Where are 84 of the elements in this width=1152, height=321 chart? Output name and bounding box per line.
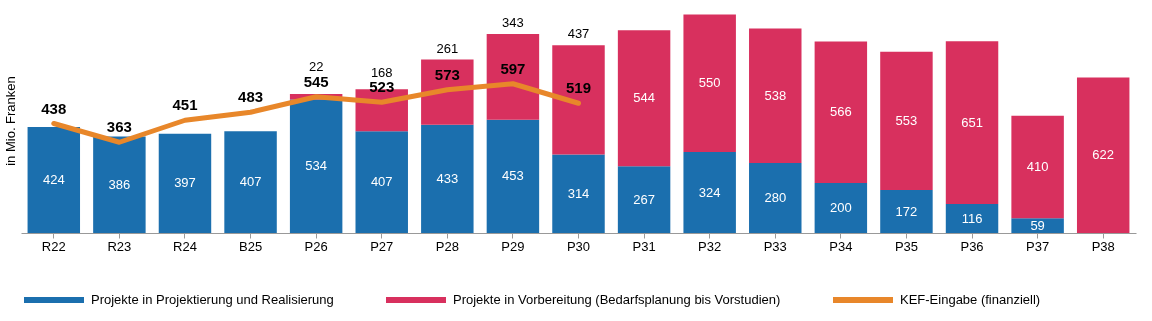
data-label: 397 xyxy=(174,175,196,191)
data-label: 407 xyxy=(370,174,393,190)
data-label: 622 xyxy=(1092,147,1115,163)
data-label: 116 xyxy=(961,210,983,226)
data-label: 573 xyxy=(434,65,460,83)
data-label: 437 xyxy=(567,26,590,42)
data-label: 324 xyxy=(698,184,721,200)
x-tick-label: P33 xyxy=(763,238,787,254)
legend-label: Projekte in Projektierung und Realisierung xyxy=(91,292,334,307)
bar xyxy=(945,41,999,204)
bar xyxy=(814,183,868,233)
bar xyxy=(683,14,736,152)
x-tick-label: P37 xyxy=(1026,238,1050,254)
data-label: 538 xyxy=(764,87,787,103)
bar xyxy=(1011,218,1064,233)
data-label: 363 xyxy=(106,118,132,136)
bar xyxy=(486,34,540,120)
data-label: 545 xyxy=(303,72,329,90)
data-label: 566 xyxy=(830,104,852,120)
data-label: 451 xyxy=(172,96,198,114)
x-tick-label: P34 xyxy=(829,238,853,254)
data-label: 553 xyxy=(895,112,918,128)
x-tick-label: P31 xyxy=(632,238,656,254)
data-label: 544 xyxy=(633,90,655,106)
data-label: 438 xyxy=(41,99,67,117)
data-label: 424 xyxy=(42,172,65,187)
data-label: 433 xyxy=(436,170,459,186)
bar xyxy=(617,30,671,167)
bar xyxy=(355,131,408,233)
data-label: 59 xyxy=(1030,217,1045,233)
data-label: 172 xyxy=(895,203,918,219)
x-tick-label: R22 xyxy=(41,238,66,254)
data-label: 168 xyxy=(370,64,393,80)
data-label: 407 xyxy=(239,174,262,190)
x-tick-label: B25 xyxy=(238,238,263,254)
data-label: 261 xyxy=(436,40,459,56)
x-tick-label: P26 xyxy=(304,238,328,254)
bar xyxy=(289,99,343,233)
data-label: 651 xyxy=(961,114,983,130)
bar xyxy=(749,28,802,163)
bar xyxy=(552,45,605,155)
x-tick-label: P28 xyxy=(435,238,459,254)
x-tick-label: P38 xyxy=(1091,238,1115,254)
data-label: 267 xyxy=(633,191,655,207)
x-tick-label: R24 xyxy=(173,238,197,254)
bar xyxy=(945,204,999,233)
data-label: 314 xyxy=(567,185,590,201)
legend-label: KEF-Eingabe (finanziell) xyxy=(900,292,1041,307)
x-tick-label: P29 xyxy=(501,238,525,254)
data-label: 343 xyxy=(502,15,524,30)
data-label: 597 xyxy=(500,59,526,77)
x-tick-label: P30 xyxy=(566,238,591,254)
x-tick-label: P35 xyxy=(894,238,919,254)
bar xyxy=(880,51,933,190)
bar xyxy=(93,136,146,233)
data-label: 519 xyxy=(565,79,592,97)
bar xyxy=(552,154,605,233)
bar xyxy=(486,119,540,233)
data-label: 483 xyxy=(238,88,264,106)
legend-label: Projekte in Vorbereitung (Bedarfsplanung bis Vorstudien) xyxy=(453,292,781,307)
bar xyxy=(814,41,868,183)
x-tick-label: R23 xyxy=(107,238,132,254)
bar xyxy=(224,131,277,233)
data-label: 22 xyxy=(308,59,324,74)
y-axis-title: in Mio. Franken xyxy=(2,76,18,166)
data-label: 280 xyxy=(764,190,787,205)
bar xyxy=(27,127,81,233)
data-label: 550 xyxy=(698,75,721,91)
data-label: 534 xyxy=(305,158,327,174)
x-tick-label: P27 xyxy=(370,238,394,254)
x-tick-label: P32 xyxy=(698,238,722,254)
x-tick-label: P36 xyxy=(960,238,984,254)
bar xyxy=(683,152,736,233)
bar xyxy=(749,163,802,233)
data-label: 386 xyxy=(108,176,131,192)
bar xyxy=(880,190,933,233)
bar xyxy=(1076,77,1130,233)
bar xyxy=(421,124,474,233)
bar xyxy=(617,166,671,233)
bar xyxy=(1011,115,1064,219)
data-label: 410 xyxy=(1026,159,1049,174)
bar xyxy=(158,133,212,233)
data-label: 453 xyxy=(502,168,524,184)
data-label: 200 xyxy=(830,200,852,215)
